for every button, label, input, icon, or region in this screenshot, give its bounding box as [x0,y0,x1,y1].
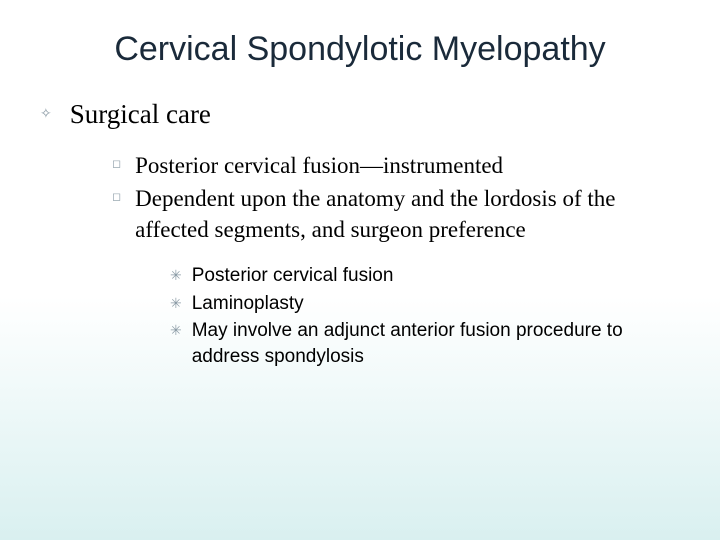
section-heading-text: Surgical care [70,99,211,130]
square-bullet-icon: ◻ [112,150,121,181]
list-item-text: Laminoplasty [192,291,304,317]
list-item: ◻ Posterior cervical fusion—instrumented [112,150,680,181]
list-item-text: Posterior cervical fusion [192,263,394,289]
list-item: ✳ May involve an adjunct anterior fusion… [170,318,680,369]
list-item-text: Posterior cervical fusion—instrumented [135,150,503,181]
star-bullet-icon: ✳ [170,263,182,289]
level2-list: ◻ Posterior cervical fusion—instrumented… [112,150,680,245]
list-item: ✳ Posterior cervical fusion [170,263,680,289]
star-bullet-icon: ✳ [170,318,182,369]
section-heading-row: ✧ Surgical care [40,99,680,130]
list-item-text: Dependent upon the anatomy and the lordo… [135,183,680,245]
list-item-text: May involve an adjunct anterior fusion p… [192,318,680,369]
square-bullet-icon: ◻ [112,183,121,245]
star-bullet-icon: ✳ [170,291,182,317]
slide-title: Cervical Spondylotic Myelopathy [40,30,680,69]
list-item: ✳ Laminoplasty [170,291,680,317]
slide-container: Cervical Spondylotic Myelopathy ✧ Surgic… [0,0,720,540]
diamond-bullet-icon: ✧ [40,108,52,122]
list-item: ◻ Dependent upon the anatomy and the lor… [112,183,680,245]
level3-list: ✳ Posterior cervical fusion ✳ Laminoplas… [170,263,680,370]
